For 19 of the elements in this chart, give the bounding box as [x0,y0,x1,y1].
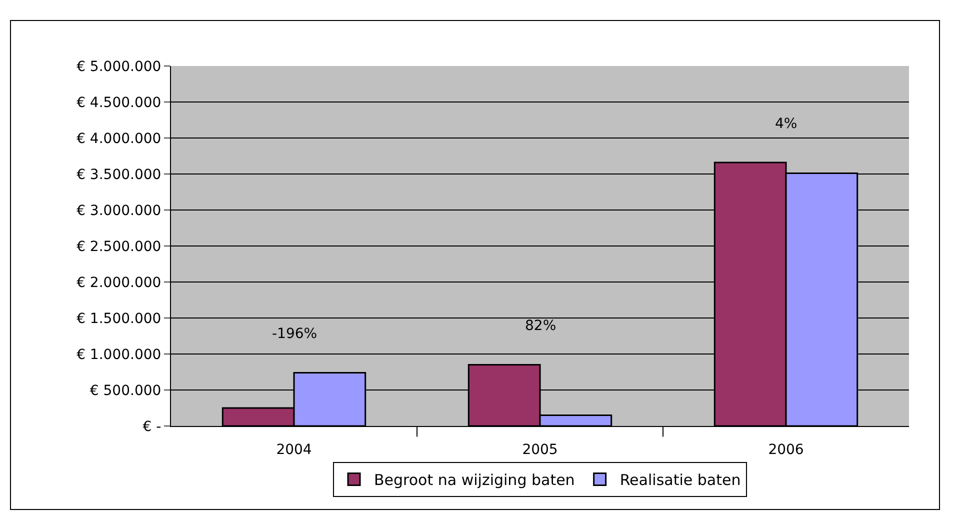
y-tick-label: € 3.500.000 [76,166,162,183]
y-tick-label: € 1.500.000 [76,310,162,327]
legend-label: Begroot na wijziging baten [374,471,575,490]
x-tick-label: 2005 [522,442,558,458]
y-tick-label: € 2.000.000 [76,274,162,291]
annotation: 82% [525,318,556,334]
y-tick-label: € 4.500.000 [76,94,162,111]
y-tick-label: € 500.000 [90,382,162,399]
y-tick-label: € 2.500.000 [76,238,162,255]
x-tick-label: 2006 [768,442,804,458]
y-tick-label: € 5.000.000 [76,58,162,75]
x-tick-label: 2004 [276,442,312,458]
y-tick-label: € 3.000.000 [76,202,162,219]
annotation: 4% [775,116,798,132]
annotation: -196% [272,326,318,342]
y-tick-label: € 4.000.000 [76,130,162,147]
y-tick-label: € - [142,418,162,435]
y-tick-label: € 1.000.000 [76,346,162,363]
legend-label: Realisatie baten [620,471,741,490]
